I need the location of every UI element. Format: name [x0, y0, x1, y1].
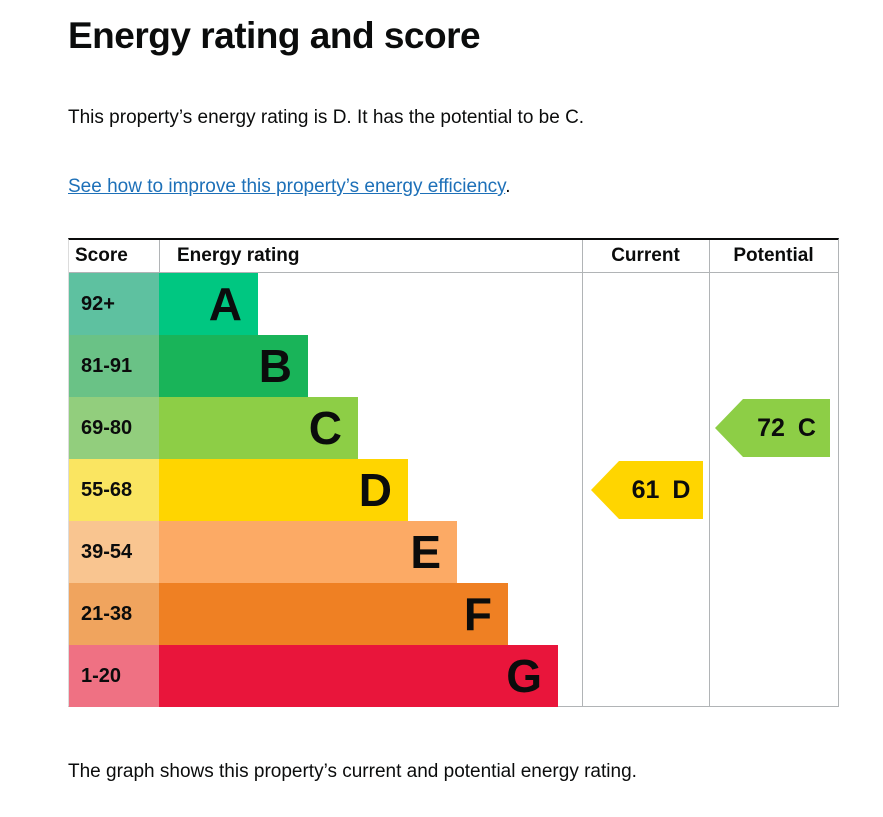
header-score: Score: [75, 245, 128, 266]
band-row-d: 55-68 D: [69, 459, 838, 521]
potential-score: 72: [757, 413, 785, 442]
band-score-range: 55-68: [69, 459, 159, 521]
improve-link[interactable]: See how to improve this property’s energ…: [68, 176, 506, 197]
rating-summary-text: This property’s energy rating is D. It h…: [68, 107, 585, 128]
band-score-range: 92+: [69, 273, 159, 335]
header-energy-rating: Energy rating: [177, 245, 300, 266]
divider-rating-current: [582, 240, 583, 706]
band-row-a: 92+ A: [69, 273, 838, 335]
band-letter-d: D: [358, 464, 392, 516]
band-bar-c: C: [159, 397, 358, 459]
band-score-range: 1-20: [69, 645, 159, 707]
band-letter-g: G: [506, 650, 542, 702]
band-letter-b: B: [258, 340, 292, 392]
band-letter-a: A: [208, 278, 242, 330]
epc-rating-chart: Score Energy rating Current Potential 92…: [68, 238, 839, 707]
potential-arrow: 72 C: [715, 399, 830, 457]
band-score-range: 81-91: [69, 335, 159, 397]
band-bar-d: D: [159, 459, 408, 521]
page-title: Energy rating and score: [68, 15, 481, 56]
current-arrow: 61 D: [591, 461, 703, 519]
band-bar-g: G: [159, 645, 558, 707]
band-row-f: 21-38 F: [69, 583, 838, 645]
chart-caption: The graph shows this property’s current …: [68, 761, 637, 782]
divider-current-potential: [709, 240, 710, 706]
band-letter-c: C: [308, 402, 342, 454]
header-potential: Potential: [733, 245, 814, 266]
improve-link-suffix: .: [505, 176, 511, 197]
current-letter: D: [672, 475, 691, 504]
band-letter-f: F: [463, 588, 492, 640]
potential-letter: C: [797, 413, 816, 442]
band-bar-f: F: [159, 583, 508, 645]
band-row-c: 69-80 C: [69, 397, 838, 459]
current-score: 61: [631, 475, 660, 504]
band-score-range: 39-54: [69, 521, 159, 583]
band-bar-b: B: [159, 335, 308, 397]
band-row-g: 1-20 G: [69, 645, 838, 707]
band-letter-e: E: [410, 526, 441, 578]
band-bar-e: E: [159, 521, 457, 583]
band-score-range: 21-38: [69, 583, 159, 645]
header-current: Current: [611, 245, 680, 266]
band-row-b: 81-91 B: [69, 335, 838, 397]
band-score-range: 69-80: [69, 397, 159, 459]
epc-band-rows: 92+ A 81-91 B 69-80 C 55-68 D 39-54 E 21…: [69, 273, 838, 707]
epc-header-row: Score Energy rating Current Potential: [69, 240, 838, 273]
band-row-e: 39-54 E: [69, 521, 838, 583]
page-content: Energy rating and score This property’s …: [0, 14, 883, 785]
improve-link-line: See how to improve this property’s energ…: [68, 174, 836, 200]
band-bar-a: A: [159, 273, 258, 335]
